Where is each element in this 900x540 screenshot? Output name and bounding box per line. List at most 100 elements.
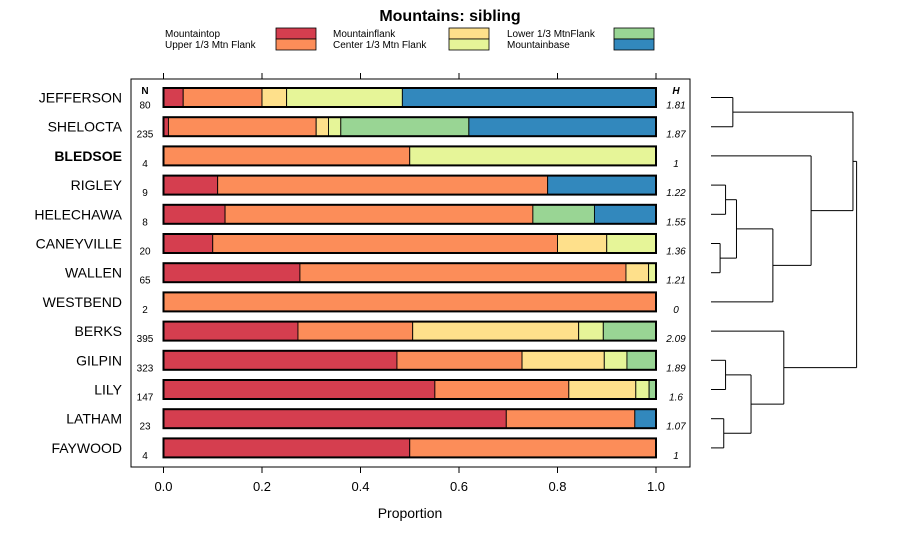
- row-berks: BERKS 395 2.09: [75, 320, 686, 345]
- bar-outline: [162, 349, 657, 371]
- row-label: LILY: [94, 382, 122, 398]
- row-shelocta: SHELOCTA 235 1.87: [48, 116, 686, 141]
- bar-segment: [648, 262, 657, 283]
- bar-segment: [163, 87, 184, 108]
- x-tick-label: 0.2: [253, 479, 271, 494]
- bar-segment: [261, 87, 288, 108]
- row-label: WESTBEND: [43, 294, 122, 310]
- legend-swatch: [613, 27, 655, 40]
- row-h: 1.87: [666, 130, 686, 141]
- bar-segment: [328, 116, 342, 137]
- bar-segment: [409, 145, 657, 166]
- bar-segment: [163, 350, 398, 371]
- row-n: 80: [139, 101, 151, 112]
- legend-swatch: [448, 27, 490, 40]
- row-lily: LILY 147 1.6: [94, 379, 683, 404]
- bar-segment: [212, 233, 558, 254]
- row-h: 1.89: [666, 363, 686, 374]
- row-n: 395: [137, 334, 154, 345]
- x-tick-label: 0.6: [450, 479, 468, 494]
- row-h: 1.55: [666, 217, 686, 228]
- bar-outline: [162, 87, 657, 108]
- x-axis: 0.0 0.2 0.4 0.6 0.8 1.0: [154, 73, 665, 494]
- bar-outline: [162, 437, 657, 459]
- bar-outline: [162, 145, 657, 167]
- bar-segment: [634, 408, 657, 429]
- bar-segment: [568, 379, 637, 400]
- bar-segment: [315, 116, 329, 137]
- legend-label: Lower 1/3 MtnFlank: [507, 29, 596, 40]
- bar-segment: [163, 291, 657, 312]
- row-label: WALLEN: [65, 265, 122, 281]
- row-n: 235: [137, 130, 154, 141]
- row-rigley: RIGLEY 9 1.22: [71, 174, 686, 199]
- bar-outline: [162, 203, 657, 225]
- h-column-header: H: [672, 86, 680, 97]
- bar-segment: [521, 350, 605, 371]
- row-h: 0: [673, 305, 679, 316]
- bar-outline: [162, 262, 657, 284]
- bar-segment: [163, 321, 299, 342]
- row-wallen: WALLEN 65 1.21: [65, 262, 686, 287]
- bar-segment: [163, 262, 301, 283]
- bar-segment: [224, 204, 534, 225]
- row-helechawa: HELECHAWA 8 1.55: [34, 203, 686, 228]
- bar-segment: [163, 204, 226, 225]
- row-westbend: WESTBEND 2 0: [43, 291, 679, 316]
- legend-label: Mountainbase: [507, 40, 570, 51]
- bar-segment: [409, 437, 657, 458]
- bar-outline: [162, 320, 657, 342]
- bar-segment: [578, 321, 604, 342]
- bar-segment: [626, 350, 657, 371]
- row-label: BLEDSOE: [54, 148, 122, 164]
- legend-swatch: [613, 38, 655, 51]
- row-n: 8: [142, 217, 148, 228]
- row-n: 4: [142, 451, 148, 462]
- bar-segment: [401, 87, 657, 108]
- bar-segment: [648, 379, 657, 400]
- row-label: HELECHAWA: [34, 206, 122, 222]
- legend-label: Center 1/3 Mtn Flank: [333, 40, 427, 51]
- x-tick-label: 0.8: [548, 479, 566, 494]
- row-n: 20: [139, 247, 151, 258]
- row-label: BERKS: [75, 323, 122, 339]
- x-axis-label: Proportion: [378, 505, 443, 521]
- bar-outline: [162, 174, 657, 196]
- bar-segment: [593, 204, 657, 225]
- bar-segment: [635, 379, 650, 400]
- x-tick-label: 0.4: [351, 479, 369, 494]
- row-jefferson: JEFFERSON 80 1.81: [39, 87, 686, 112]
- row-n: 23: [139, 422, 151, 433]
- legend-label: Upper 1/3 Mtn Flank: [165, 40, 257, 51]
- row-h: 1.21: [666, 276, 685, 287]
- bar-segment: [505, 408, 636, 429]
- bar-segment: [606, 233, 657, 254]
- row-n: 65: [139, 276, 151, 287]
- row-label: RIGLEY: [71, 177, 123, 193]
- row-h: 1.36: [666, 247, 686, 258]
- bar-segment: [163, 437, 411, 458]
- bar-segment: [163, 233, 214, 254]
- row-label: CANEYVILLE: [36, 236, 122, 252]
- bar-segment: [340, 116, 470, 137]
- row-h: 1.07: [666, 422, 686, 433]
- row-faywood: FAYWOOD 4 1: [51, 437, 679, 462]
- plot-frame: [130, 78, 691, 468]
- bar-segment: [182, 87, 263, 108]
- dendrogram: [711, 97, 858, 449]
- bar-outline: [162, 408, 657, 430]
- chart-title: Mountains: sibling: [379, 8, 520, 25]
- bar-segment: [547, 175, 657, 196]
- row-h: 2.09: [665, 334, 686, 345]
- legend-label: Mountainflank: [333, 29, 396, 40]
- bar-segment: [603, 350, 628, 371]
- row-label: FAYWOOD: [51, 440, 122, 456]
- row-label: JEFFERSON: [39, 90, 122, 106]
- row-label: GILPIN: [76, 352, 122, 368]
- row-n: 4: [142, 159, 148, 170]
- bar-segment: [532, 204, 595, 225]
- bar-segment: [297, 321, 414, 342]
- bar-segment: [602, 321, 657, 342]
